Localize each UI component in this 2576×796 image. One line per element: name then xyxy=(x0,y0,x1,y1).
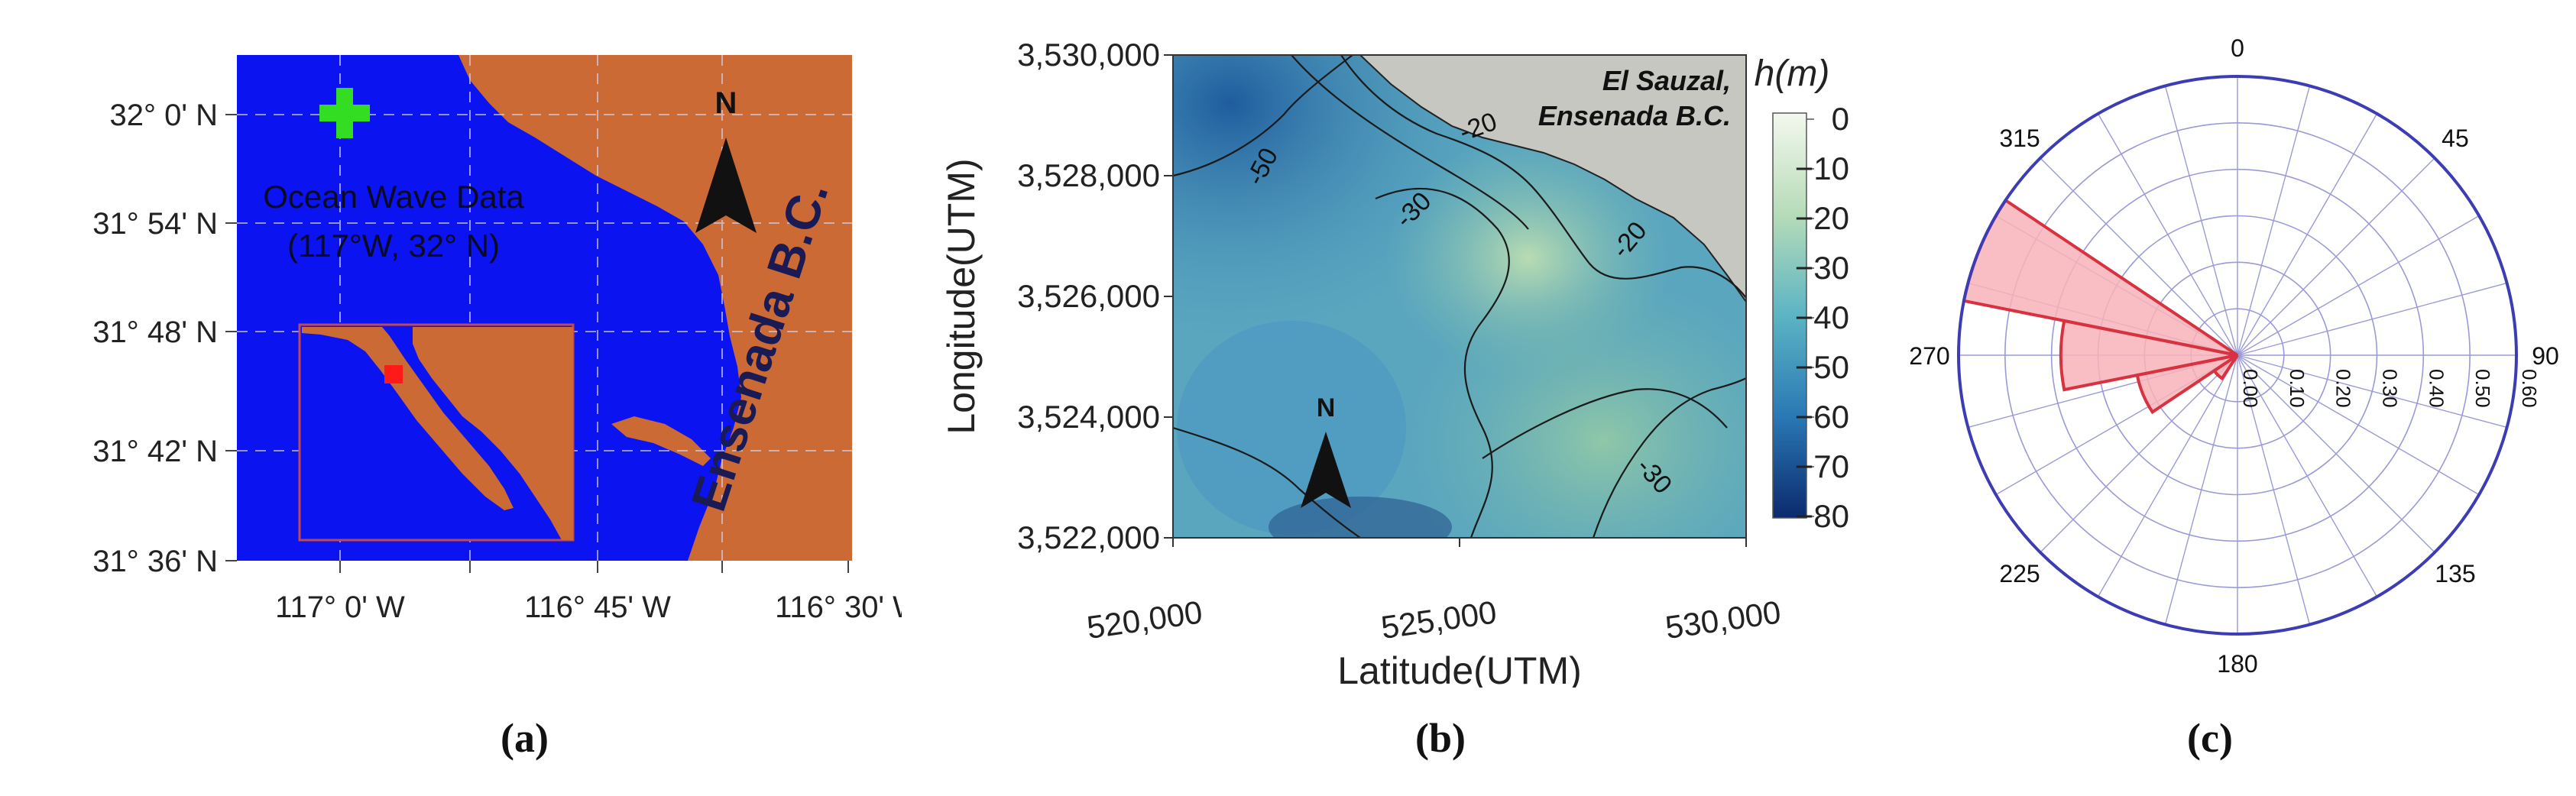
rose-grid-spoke xyxy=(2040,354,2238,553)
north-label: N xyxy=(1317,393,1336,422)
x-axis-label: Latitude(UTM) xyxy=(1337,649,1582,688)
x-tick-label: 116° 45' W xyxy=(524,591,671,624)
rose-angle-label: 270 xyxy=(1909,342,1949,370)
y-tick-label: 31° 48' N xyxy=(92,315,218,349)
y-tick-label: 3,522,000 xyxy=(1017,519,1160,555)
rose-grid-spoke xyxy=(2237,354,2311,625)
rose-frame xyxy=(1957,75,2518,636)
rose-radial-label: 0.20 xyxy=(2332,369,2355,408)
x-tick-label: 117° 0' W xyxy=(275,591,405,624)
rose-grid-spoke xyxy=(2237,354,2435,553)
inset-land-mainland xyxy=(413,327,573,540)
depth-contours xyxy=(1173,55,1746,538)
colorbar-tick-label: −40 xyxy=(1795,299,1849,335)
caption-b: (b) xyxy=(1415,715,1466,761)
rose-radial-label: 0.50 xyxy=(2471,369,2494,408)
rose-grid-spoke xyxy=(2164,354,2238,625)
x-tick-label: 116° 30' W xyxy=(775,591,902,624)
y-tick-label: 3,530,000 xyxy=(1017,37,1160,73)
colorbar-title: h(m) xyxy=(1755,53,1830,94)
north-label: N xyxy=(715,86,737,120)
wave-data-marker-icon xyxy=(319,88,370,138)
colorbar-tick-label: −70 xyxy=(1795,448,1849,484)
colorbar-tick-label: −50 xyxy=(1795,349,1849,385)
y-tick-label: 31° 36' N xyxy=(92,545,218,578)
caption-c: (c) xyxy=(2187,715,2233,761)
rose-petal xyxy=(2211,354,2239,381)
wave-rose-chart: 0 45 90 135 180 225 270 315 0.00 0.10 0.20 0.30 0.40… xyxy=(1909,34,2559,678)
rose-grid-spoke xyxy=(2237,354,2480,496)
y-tick-label: 3,524,000 xyxy=(1017,399,1160,435)
panel-c: 0 45 90 135 180 225 270 315 0.00 0.10 0.20 0.30 0.40… xyxy=(1857,0,2576,796)
rose-grid-spoke xyxy=(2237,354,2507,429)
rose-radial-label: 0.30 xyxy=(2379,369,2402,408)
rose-grid-spoke xyxy=(2237,215,2480,356)
inset-map xyxy=(298,323,575,542)
panel-b: -50 -20 -30 -20 -30 N El Sauzal, Ensenad… xyxy=(902,0,1857,796)
y-axis-label: Longitude(UTM) xyxy=(940,158,983,434)
rose-grid-spoke xyxy=(2164,86,2238,356)
north-arrow-icon xyxy=(695,138,757,233)
rose-angle-label: 0 xyxy=(2231,34,2244,62)
rose-angle-label: 45 xyxy=(2442,125,2469,152)
rose-grid-spoke xyxy=(2237,354,2378,597)
location-map: Ocean Wave Data (117°W, 32° N) N Ensenad… xyxy=(92,55,922,624)
inset-location-marker-icon xyxy=(384,365,403,383)
rose-grid-spoke xyxy=(2237,113,2378,356)
y-tick-label: 31° 54' N xyxy=(92,207,218,241)
rose-angle-label: 315 xyxy=(1999,125,2040,152)
coast-land xyxy=(1359,55,1746,303)
rose-radial-label: 0.40 xyxy=(2425,369,2448,408)
rose-grid-spoke xyxy=(2097,354,2238,597)
rose-radial-label: 0.10 xyxy=(2286,369,2309,408)
y-tick-label: 3,528,000 xyxy=(1017,157,1160,193)
rose-grid-spoke xyxy=(2237,86,2311,356)
panel-a: Ocean Wave Data (117°W, 32° N) N Ensenad… xyxy=(0,0,922,796)
y-tick-label: 31° 42' N xyxy=(92,435,218,468)
colorbar-tick-label: −10 xyxy=(1795,150,1849,186)
rose-angle-label: 225 xyxy=(1999,560,2040,587)
rose-radial-label: 0.00 xyxy=(2239,369,2262,408)
x-tick-label: 530,000 xyxy=(1663,594,1783,646)
land-peninsula xyxy=(611,416,711,466)
north-arrow-icon xyxy=(1301,432,1351,508)
colorbar-tick-label: −20 xyxy=(1795,200,1849,236)
land-mainland xyxy=(458,55,852,561)
colorbar-tick-label: −30 xyxy=(1795,250,1849,286)
colorbar-tick-label: 0 xyxy=(1832,101,1849,137)
rose-grid-spoke xyxy=(2237,157,2435,356)
rose-radial-label: 0.60 xyxy=(2518,369,2541,408)
colorbar-tick-label: −60 xyxy=(1795,399,1849,435)
rose-grid-spoke xyxy=(2040,157,2238,356)
inset-land-baja xyxy=(302,327,514,510)
rose-grid-spoke xyxy=(2097,113,2238,356)
colorbar-tick-label: −80 xyxy=(1795,498,1849,534)
rose-petal xyxy=(2135,354,2239,415)
caption-a: (a) xyxy=(501,715,549,761)
wave-data-label-line1: Ocean Wave Data xyxy=(263,179,524,215)
wave-data-label-line2: (117°W, 32° N) xyxy=(287,228,500,264)
rose-angle-label: 135 xyxy=(2435,560,2475,587)
y-tick-label: 3,526,000 xyxy=(1017,278,1160,314)
place-label-line2: Ensenada B.C. xyxy=(1538,100,1731,131)
x-tick-label: 520,000 xyxy=(1084,594,1204,646)
rose-angle-label: 90 xyxy=(2532,342,2559,370)
place-label-line1: El Sauzal, xyxy=(1602,65,1731,96)
bathymetry-map: -50 -20 -30 -20 -30 N El Sauzal, Ensenad… xyxy=(940,37,1849,692)
y-tick-label: 32° 0' N xyxy=(110,99,218,132)
rose-grid-spoke xyxy=(2237,282,2507,356)
colorbar xyxy=(1772,112,1807,519)
x-tick-label: 525,000 xyxy=(1379,594,1499,646)
rose-angle-label: 180 xyxy=(2217,650,2257,678)
